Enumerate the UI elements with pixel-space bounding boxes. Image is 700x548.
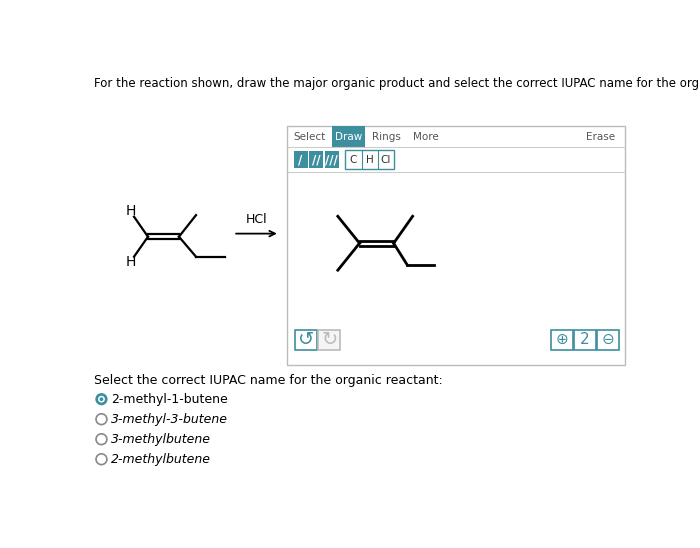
- Text: H: H: [126, 255, 136, 269]
- Circle shape: [100, 398, 103, 401]
- Circle shape: [99, 396, 104, 402]
- Text: Erase: Erase: [586, 132, 615, 141]
- Text: ⊖: ⊖: [602, 333, 615, 347]
- Text: H: H: [365, 155, 374, 165]
- Text: //: //: [312, 153, 321, 166]
- Text: 2: 2: [580, 333, 590, 347]
- Text: For the reaction shown, draw the major organic product and select the correct IU: For the reaction shown, draw the major o…: [94, 77, 700, 89]
- Circle shape: [96, 394, 107, 404]
- Text: ↺: ↺: [298, 330, 314, 350]
- Text: Select: Select: [293, 132, 326, 141]
- Text: H: H: [126, 204, 136, 218]
- Bar: [325, 151, 339, 168]
- Text: Draw: Draw: [335, 132, 363, 141]
- Bar: [295, 330, 317, 350]
- Text: ///: ///: [326, 153, 338, 166]
- Bar: [309, 151, 323, 168]
- Text: ↻: ↻: [321, 330, 337, 350]
- Text: C: C: [349, 155, 357, 165]
- Text: More: More: [412, 132, 438, 141]
- Bar: [574, 330, 596, 350]
- Text: 2-methylbutene: 2-methylbutene: [111, 453, 211, 466]
- Text: Rings: Rings: [372, 132, 401, 141]
- Text: HCl: HCl: [246, 213, 267, 226]
- Text: /: /: [298, 153, 302, 166]
- Bar: [345, 151, 394, 169]
- Text: 3-methylbutene: 3-methylbutene: [111, 433, 211, 446]
- Bar: [288, 126, 624, 364]
- Text: 2-methyl-1-butene: 2-methyl-1-butene: [111, 393, 228, 406]
- Bar: [318, 330, 340, 350]
- Bar: [598, 330, 620, 350]
- Bar: [294, 151, 307, 168]
- Bar: [551, 330, 573, 350]
- Text: 3-methyl-3-butene: 3-methyl-3-butene: [111, 413, 228, 426]
- Text: ⊕: ⊕: [555, 333, 568, 347]
- Text: Cl: Cl: [381, 155, 391, 165]
- Bar: [332, 126, 365, 147]
- Text: Select the correct IUPAC name for the organic reactant:: Select the correct IUPAC name for the or…: [94, 374, 442, 387]
